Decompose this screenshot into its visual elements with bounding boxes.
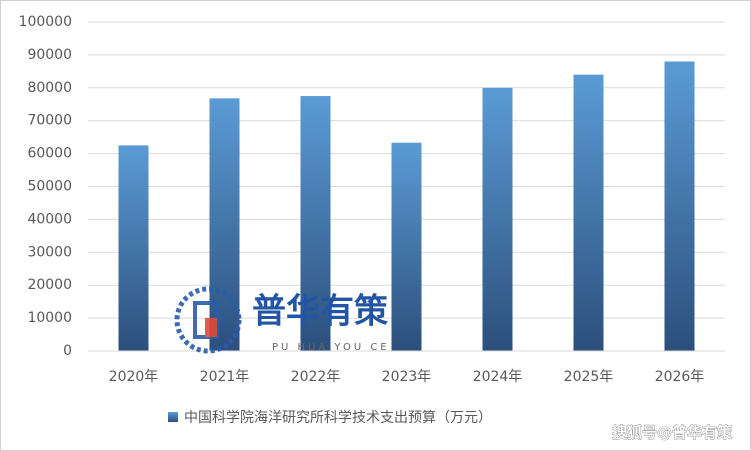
bar [664,61,695,351]
bar [118,145,149,351]
y-tick-label: 90000 [27,47,72,63]
y-tick-label: 70000 [27,113,72,129]
y-tick-label: 10000 [27,310,72,326]
legend-swatch [168,412,178,422]
bar [573,74,604,351]
bar [482,87,513,352]
y-tick-label: 40000 [27,211,72,227]
legend-label: 中国科学院海洋研究所科学技术支出预算（万元） [184,410,492,426]
x-tick-label: 2026年 [655,369,705,385]
x-tick-label: 2023年 [382,369,432,385]
y-tick-label: 20000 [27,277,72,293]
watermark-logo [174,286,242,354]
x-tick-label: 2021年 [200,369,250,385]
x-tick-label: 2025年 [564,369,614,385]
x-tick-label: 2020年 [109,369,159,385]
x-tick-label: 2024年 [473,369,523,385]
watermark-brand: 普华有策 [252,292,388,332]
y-tick-label: 0 [63,343,72,359]
bar [391,142,422,351]
source-watermark: 搜狐号@普华有策 [612,424,733,442]
y-tick-label: 30000 [27,244,72,260]
watermark-pinyin: PU HUA YOU CE [272,342,390,353]
bar [300,96,331,352]
y-tick-label: 100000 [19,14,72,30]
y-tick-label: 50000 [27,179,72,195]
bar [209,98,240,351]
x-tick-label: 2022年 [291,369,341,385]
y-tick-label: 60000 [27,146,72,162]
y-tick-label: 80000 [27,80,72,96]
